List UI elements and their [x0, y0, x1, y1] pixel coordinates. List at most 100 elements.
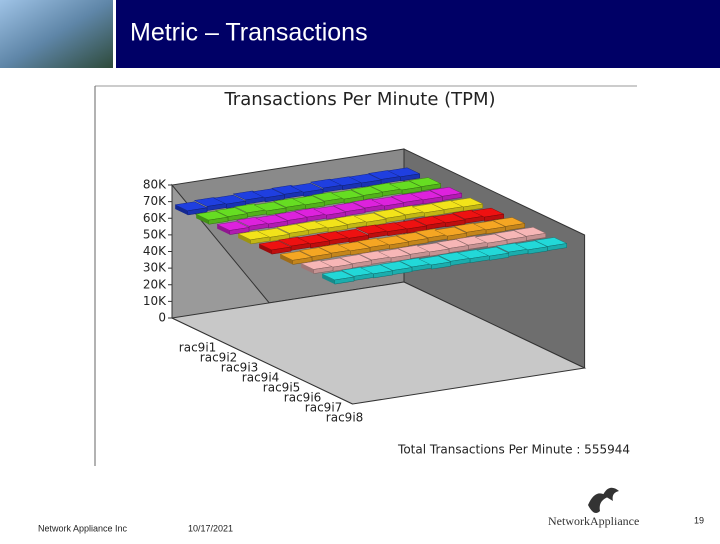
- chart-annotation: Total Transactions Per Minute : 555944: [397, 443, 630, 457]
- block-front: [505, 223, 525, 231]
- block-front: [363, 192, 383, 200]
- block-front: [489, 252, 509, 261]
- ribbon-block: [212, 194, 247, 209]
- ribbon-block: [251, 188, 286, 203]
- series-label: rac9i7: [305, 401, 343, 415]
- block-front: [484, 213, 504, 222]
- block-side: [280, 254, 293, 265]
- block-front: [431, 261, 451, 270]
- block-front: [310, 240, 330, 249]
- block-front: [448, 245, 469, 253]
- logo-text: NetworkAppliance: [548, 514, 639, 528]
- series-label: rac9i6: [284, 391, 322, 405]
- ribbon-block: [432, 213, 466, 228]
- ribbon-block: [335, 229, 370, 243]
- ribbon-block: [348, 173, 382, 188]
- block-front: [227, 213, 248, 222]
- series-label: rac9i1: [179, 341, 217, 355]
- series-label: rac9i3: [221, 361, 258, 375]
- block-front: [385, 214, 406, 223]
- ribbon-block: [386, 167, 421, 182]
- ribbon-block: [298, 247, 333, 262]
- block-front: [305, 201, 325, 210]
- ribbon-block: [274, 211, 308, 225]
- block-side: [196, 214, 209, 225]
- block-front: [373, 270, 393, 279]
- block-front: [327, 224, 348, 233]
- block-front: [345, 208, 366, 217]
- ribbon-block: [195, 210, 229, 225]
- block-front: [463, 203, 483, 212]
- ribbon-block: [379, 261, 413, 275]
- series-label: rac9i2: [200, 351, 238, 365]
- series-label: rac9i5: [263, 381, 301, 395]
- block-front: [332, 263, 353, 272]
- ribbon-block: [279, 251, 313, 265]
- ribbon-block: [533, 237, 568, 251]
- block-front: [547, 243, 567, 251]
- ribbon-block: [349, 186, 384, 200]
- ribbon-block: [470, 207, 505, 222]
- block-front: [392, 267, 413, 275]
- block-side: [301, 263, 314, 274]
- block-front: [266, 207, 287, 216]
- ribbon-block: [312, 205, 347, 220]
- ribbon-block: [416, 242, 450, 257]
- ribbon-block: [388, 180, 423, 195]
- ribbon-block: [491, 217, 526, 231]
- block-side: [217, 224, 230, 235]
- block-front: [422, 196, 443, 205]
- ribbon-block: [435, 239, 470, 253]
- ribbon-block: [493, 230, 528, 245]
- series-label: rac9i8: [326, 411, 364, 425]
- block-side: [259, 243, 272, 255]
- y-tick-label: 80K: [143, 178, 167, 192]
- block-side: [238, 233, 251, 244]
- ribbon-block: [514, 240, 549, 255]
- block-front: [390, 254, 411, 263]
- ribbon-block: [319, 257, 354, 272]
- block-front: [326, 211, 346, 220]
- block-front: [408, 238, 429, 246]
- block-front: [506, 236, 527, 245]
- y-tick-label: 0: [158, 311, 166, 325]
- block-front: [287, 217, 308, 225]
- block-front: [268, 220, 288, 229]
- logo-mark: [588, 487, 619, 513]
- page-number: 19: [694, 515, 704, 525]
- ribbon-block: [174, 201, 208, 216]
- plot: 010K20K30K40K50K60K70K80Krac9i1rac9i2rac…: [143, 148, 587, 425]
- y-tick-label: 50K: [143, 227, 167, 241]
- ribbon-block: [512, 227, 547, 241]
- ribbon-block: [449, 197, 484, 212]
- y-tick-label: 10K: [143, 294, 167, 308]
- ribbon-block: [314, 218, 349, 233]
- block-front: [421, 183, 441, 192]
- block-front: [389, 241, 409, 250]
- block-front: [485, 226, 506, 235]
- block-front: [311, 253, 332, 262]
- header-bar: [0, 0, 720, 68]
- y-tick-label: 20K: [143, 277, 167, 291]
- ribbon-block: [338, 254, 373, 269]
- block-front: [352, 260, 372, 269]
- y-tick-label: 30K: [143, 261, 167, 275]
- y-tick-label: 60K: [143, 211, 167, 225]
- block-front: [264, 194, 285, 203]
- block-front: [350, 247, 371, 256]
- y-tick-label: 40K: [143, 244, 167, 258]
- ribbon-block: [359, 264, 394, 279]
- block-front: [400, 173, 420, 182]
- block-side: [322, 273, 335, 285]
- footer-company: Network Appliance Inc: [38, 523, 128, 533]
- ribbon-block: [253, 201, 287, 216]
- block-front: [527, 246, 548, 255]
- block-front: [445, 219, 466, 228]
- y-tick-label: 70K: [143, 194, 167, 208]
- ribbon-block: [330, 189, 365, 204]
- ribbon-block: [332, 202, 366, 217]
- ribbon-block: [214, 207, 249, 222]
- block-front: [429, 248, 450, 257]
